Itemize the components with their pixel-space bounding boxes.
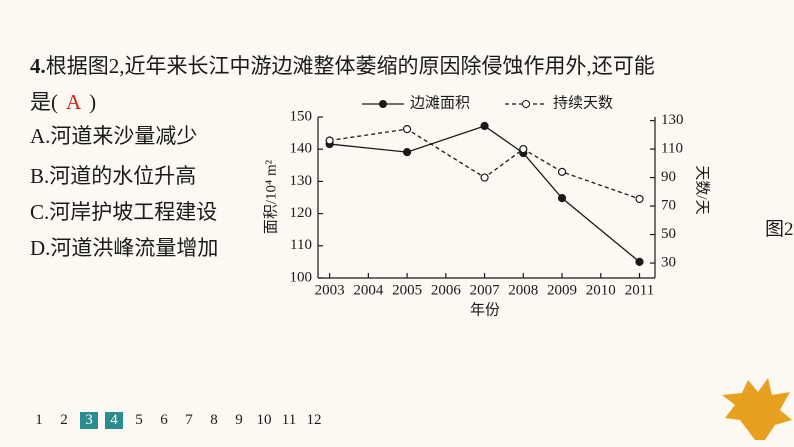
point <box>402 147 412 157</box>
page-link[interactable]: 1 <box>35 412 43 428</box>
series-line <box>329 128 640 200</box>
point <box>635 257 644 266</box>
point <box>402 125 412 134</box>
x-tick-label: 2005 <box>392 282 422 298</box>
answer: A <box>66 90 82 114</box>
page-link[interactable]: 5 <box>135 412 143 428</box>
page-link[interactable]: 10 <box>256 412 272 428</box>
question-text: ) <box>89 90 97 114</box>
point <box>557 194 567 203</box>
series-line <box>329 125 640 263</box>
leaf-icon <box>722 378 792 440</box>
x-tick-label: 2003 <box>315 282 345 298</box>
x-tick-label: 2011 <box>625 282 654 298</box>
y-tick-label: 100 <box>290 269 313 285</box>
page-link[interactable]: 12 <box>306 412 322 428</box>
page-link[interactable]: 6 <box>160 412 168 428</box>
page-link[interactable]: 7 <box>185 412 193 428</box>
y2-tick-label: 130 <box>661 112 684 128</box>
y2-tick-label: 50 <box>661 226 676 242</box>
point <box>635 194 644 204</box>
option: D.河道洪峰流量增加 <box>30 236 219 260</box>
point <box>480 173 489 182</box>
x-tick-label: 2004 <box>353 282 384 298</box>
y2-tick-label: 70 <box>661 197 676 213</box>
question-line: 4.根据图2,近年来长江中游边滩整体萎缩的原因除侵蚀作用外,还可能 <box>30 50 655 80</box>
page-link[interactable]: 11 <box>281 412 297 428</box>
y2-tick-label: 110 <box>661 140 683 156</box>
option: C.河岸护坡工程建设 <box>30 200 218 224</box>
page-link[interactable]: 2 <box>60 412 68 428</box>
page-link[interactable]: 8 <box>210 412 218 428</box>
point <box>480 121 489 131</box>
y-axis-label: 面积/10⁴ m² <box>262 159 279 234</box>
page-link[interactable]: 3 <box>80 412 98 429</box>
y2-tick-label: 90 <box>661 169 676 185</box>
y-tick-label: 110 <box>290 237 312 253</box>
point <box>557 167 567 176</box>
x-tick-label: 2008 <box>508 282 538 298</box>
y-tick-label: 150 <box>290 108 313 124</box>
question-text: 是( <box>30 90 58 114</box>
y-tick-label: 130 <box>290 173 313 189</box>
x-axis-label: 年份 <box>470 301 500 318</box>
option: A.河道来沙量减少 <box>30 124 198 148</box>
legend-label: 边滩面积 <box>410 94 470 111</box>
legend-marker <box>379 100 387 108</box>
x-tick-label: 2006 <box>431 282 462 298</box>
x-tick-label: 2010 <box>586 282 616 298</box>
point <box>519 144 528 154</box>
legend-label: 持续天数 <box>553 94 613 111</box>
option: B.河道的水位升高 <box>30 164 197 188</box>
pagination: 1 2 3 4 5 6 7 8 9 10 11 12 <box>30 412 330 429</box>
x-tick-label: 2009 <box>547 282 577 298</box>
figure-label: 图2 <box>765 219 794 240</box>
question-line: 是( A) <box>30 86 96 116</box>
question-number: 4. <box>30 54 46 78</box>
page-link[interactable]: 9 <box>235 412 243 428</box>
question-text: 根据图2,近年来长江中游边滩整体萎缩的原因除侵蚀作用外,还可能 <box>45 54 655 78</box>
legend-marker <box>522 100 530 108</box>
y-tick-label: 120 <box>290 205 313 221</box>
point <box>325 136 334 145</box>
y2-tick-label: 30 <box>661 254 676 270</box>
y2-axis-label: 天数/天 <box>694 165 711 214</box>
y-tick-label: 140 <box>290 141 313 157</box>
page-link[interactable]: 4 <box>105 412 123 429</box>
x-tick-label: 2007 <box>470 282 501 298</box>
